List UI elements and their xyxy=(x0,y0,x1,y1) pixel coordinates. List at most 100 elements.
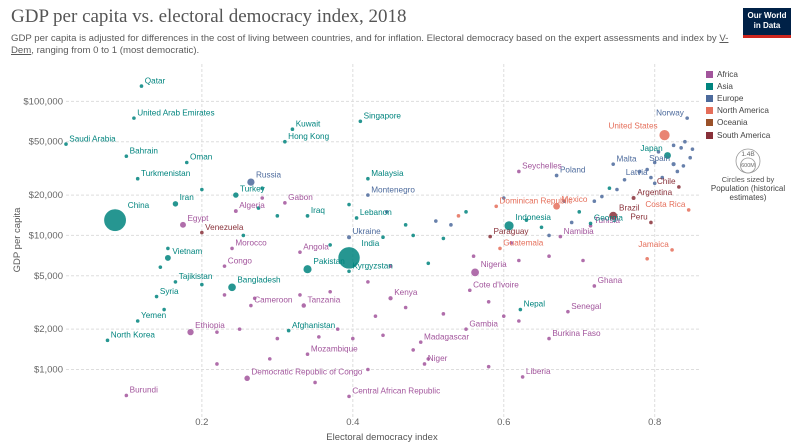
data-point[interactable] xyxy=(615,187,619,192)
data-point[interactable] xyxy=(317,335,321,339)
data-point[interactable] xyxy=(233,209,238,213)
data-point[interactable] xyxy=(249,303,253,308)
data-point[interactable] xyxy=(411,348,415,352)
data-point[interactable] xyxy=(592,199,597,204)
data-point[interactable] xyxy=(283,139,287,144)
data-point[interactable] xyxy=(388,264,393,268)
data-point[interactable] xyxy=(347,394,351,399)
data-point[interactable] xyxy=(228,283,236,292)
data-point[interactable] xyxy=(366,280,370,284)
data-point[interactable] xyxy=(328,289,332,294)
data-point[interactable] xyxy=(658,129,671,141)
data-point[interactable] xyxy=(305,352,310,357)
data-point[interactable] xyxy=(577,210,582,214)
data-point[interactable] xyxy=(237,327,242,331)
data-point[interactable] xyxy=(256,206,261,210)
data-point[interactable] xyxy=(366,367,370,372)
data-point[interactable] xyxy=(313,380,317,385)
legend-item-south-america[interactable]: South America xyxy=(706,129,796,141)
data-point[interactable] xyxy=(681,164,686,168)
data-point[interactable] xyxy=(366,193,370,197)
data-point[interactable] xyxy=(547,233,551,238)
data-point[interactable] xyxy=(539,225,544,230)
data-point[interactable] xyxy=(305,213,310,218)
data-point[interactable] xyxy=(373,314,378,318)
data-point[interactable] xyxy=(298,293,302,297)
data-point[interactable] xyxy=(173,280,178,284)
data-point[interactable] xyxy=(172,201,179,207)
data-point[interactable] xyxy=(656,150,661,154)
data-point[interactable] xyxy=(683,139,687,144)
data-point[interactable] xyxy=(562,199,566,204)
data-point[interactable] xyxy=(426,261,431,266)
data-point[interactable] xyxy=(660,175,665,180)
data-point[interactable] xyxy=(132,116,136,120)
data-point[interactable] xyxy=(366,176,370,181)
data-point[interactable] xyxy=(547,336,551,341)
data-point[interactable] xyxy=(230,246,234,251)
data-point[interactable] xyxy=(200,187,204,192)
data-point[interactable] xyxy=(187,328,194,336)
data-point[interactable] xyxy=(645,167,649,172)
data-point[interactable] xyxy=(517,169,521,174)
data-point[interactable] xyxy=(488,234,492,239)
data-point[interactable] xyxy=(670,248,674,252)
data-point[interactable] xyxy=(154,294,159,299)
data-point[interactable] xyxy=(241,233,246,238)
data-point[interactable] xyxy=(649,220,653,225)
data-point[interactable] xyxy=(103,208,127,232)
data-point[interactable] xyxy=(124,393,129,398)
data-point[interactable] xyxy=(260,186,265,191)
data-point[interactable] xyxy=(592,284,597,288)
data-point[interactable] xyxy=(286,328,291,333)
data-point[interactable] xyxy=(501,314,506,318)
data-point[interactable] xyxy=(252,296,257,301)
data-point[interactable] xyxy=(517,258,521,263)
data-point[interactable] xyxy=(351,336,355,341)
data-point[interactable] xyxy=(553,202,560,210)
data-point[interactable] xyxy=(503,220,515,231)
data-point[interactable] xyxy=(347,235,352,240)
data-point[interactable] xyxy=(518,307,523,312)
data-point[interactable] xyxy=(494,204,499,209)
data-point[interactable] xyxy=(517,319,521,323)
data-point[interactable] xyxy=(631,196,636,201)
data-point[interactable] xyxy=(645,256,649,261)
data-point[interactable] xyxy=(498,246,502,251)
data-point[interactable] xyxy=(509,241,514,245)
data-point[interactable] xyxy=(547,254,551,258)
data-point[interactable] xyxy=(422,362,427,366)
data-point[interactable] xyxy=(554,173,559,178)
data-point[interactable] xyxy=(388,296,393,301)
legend-item-africa[interactable]: Africa xyxy=(706,68,796,80)
data-point[interactable] xyxy=(260,196,265,200)
data-point[interactable] xyxy=(679,146,683,150)
data-point[interactable] xyxy=(685,116,689,120)
owid-logo[interactable]: Our World in Data xyxy=(743,8,791,38)
data-point[interactable] xyxy=(411,233,415,238)
data-point[interactable] xyxy=(354,216,359,220)
data-point[interactable] xyxy=(486,364,491,369)
data-point[interactable] xyxy=(158,265,163,269)
data-point[interactable] xyxy=(600,194,604,199)
data-point[interactable] xyxy=(652,160,657,165)
data-point[interactable] xyxy=(501,196,506,200)
data-point[interactable] xyxy=(381,235,385,240)
data-point[interactable] xyxy=(105,338,110,343)
legend-item-asia[interactable]: Asia xyxy=(706,80,796,92)
data-point[interactable] xyxy=(652,181,657,186)
data-point[interactable] xyxy=(664,152,671,159)
data-point[interactable] xyxy=(283,201,287,205)
data-point[interactable] xyxy=(403,305,408,310)
data-point[interactable] xyxy=(298,250,302,254)
data-point[interactable] xyxy=(569,220,574,225)
data-point[interactable] xyxy=(622,177,627,182)
data-point[interactable] xyxy=(581,258,585,263)
legend-item-north-america[interactable]: North America xyxy=(706,105,796,117)
data-point[interactable] xyxy=(434,219,438,223)
data-point[interactable] xyxy=(166,246,170,251)
data-point[interactable] xyxy=(607,186,612,191)
data-point[interactable] xyxy=(686,208,691,212)
data-point[interactable] xyxy=(456,214,461,218)
data-point[interactable] xyxy=(215,330,219,334)
